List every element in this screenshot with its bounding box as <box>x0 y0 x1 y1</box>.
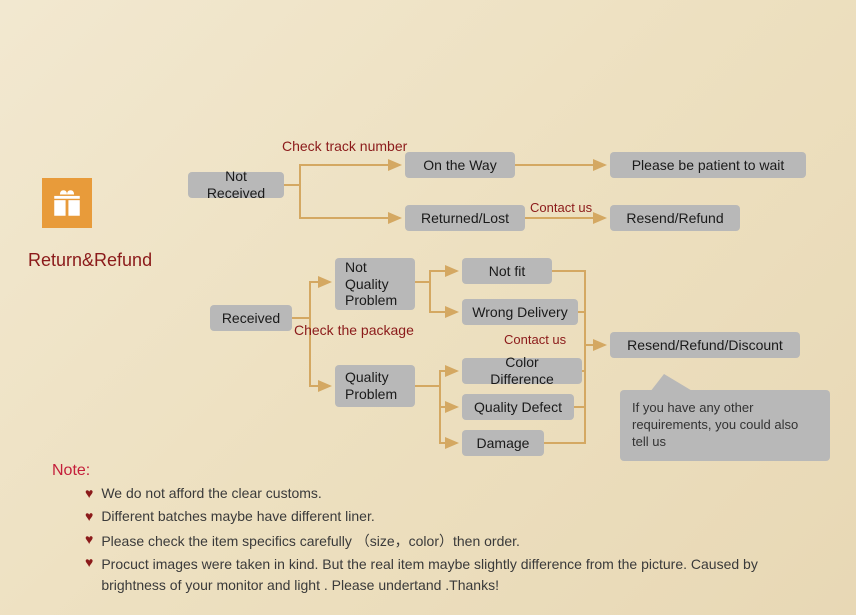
heart-icon: ♥ <box>85 531 93 547</box>
edge-label-check-package: Check the package <box>294 322 414 338</box>
note-title: Note: <box>52 462 90 480</box>
note-line-1: ♥ We do not afford the clear customs. <box>85 485 322 501</box>
node-quality-problem: Quality Problem <box>335 365 415 407</box>
node-not-received: Not Received <box>188 172 284 198</box>
edge-label-contact-us-1: Contact us <box>530 200 592 215</box>
node-returned-lost: Returned/Lost <box>405 205 525 231</box>
node-resend-refund-discount: Resend/Refund/Discount <box>610 332 800 358</box>
section-title: Return&Refund <box>28 250 152 271</box>
heart-icon: ♥ <box>85 485 93 501</box>
edge-label-check-track: Check track number <box>282 138 407 154</box>
heart-icon: ♥ <box>85 554 93 570</box>
note-text-4: Procuct images were taken in kind. But t… <box>101 554 825 596</box>
node-wrong-delivery: Wrong Delivery <box>462 299 578 325</box>
note-line-4: ♥ Procuct images were taken in kind. But … <box>85 554 825 596</box>
gift-icon <box>42 178 92 228</box>
node-not-quality-problem: Not Quality Problem <box>335 258 415 310</box>
edge-label-contact-us-2: Contact us <box>504 332 566 347</box>
node-on-the-way: On the Way <box>405 152 515 178</box>
node-damage: Damage <box>462 430 544 456</box>
node-color-difference: Color Difference <box>462 358 582 384</box>
node-received: Received <box>210 305 292 331</box>
note-text-3: Please check the item specifics carefull… <box>101 531 520 551</box>
flowchart-canvas: Return&Refund Not Received On th <box>0 0 856 615</box>
node-please-wait: Please be patient to wait <box>610 152 806 178</box>
speech-bubble: If you have any other requirements, you … <box>620 390 830 461</box>
note-line-3: ♥ Please check the item specifics careful… <box>85 531 520 551</box>
heart-icon: ♥ <box>85 508 93 524</box>
node-resend-refund: Resend/Refund <box>610 205 740 231</box>
node-not-fit: Not fit <box>462 258 552 284</box>
note-text-1: We do not afford the clear customs. <box>101 485 322 501</box>
node-quality-defect: Quality Defect <box>462 394 574 420</box>
note-text-2: Different batches maybe have different l… <box>101 508 374 524</box>
note-line-2: ♥ Different batches maybe have different … <box>85 508 375 524</box>
